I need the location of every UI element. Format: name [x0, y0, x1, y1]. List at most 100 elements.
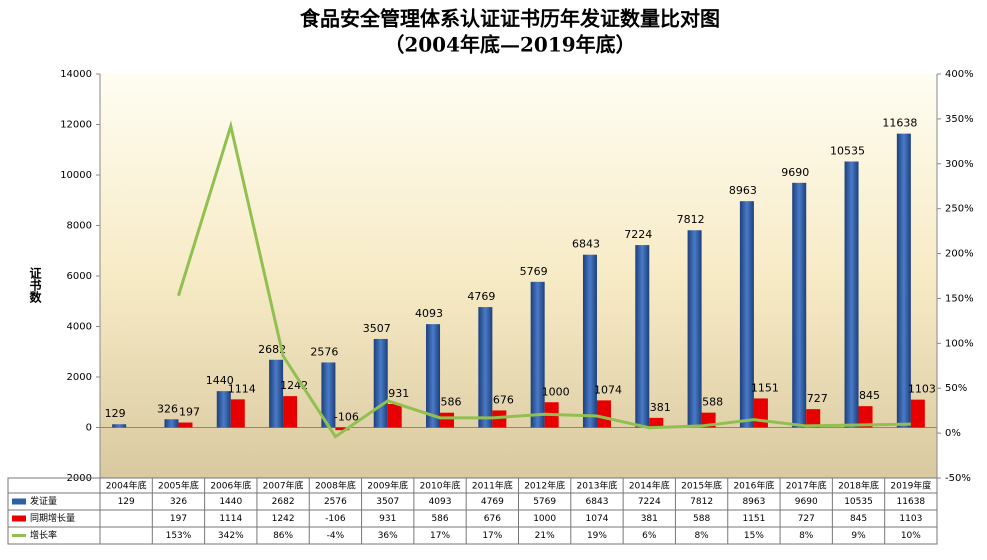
- table-cell: 4769: [481, 497, 504, 507]
- table-category: 2013年底: [577, 480, 618, 492]
- y2-tick-label: 200%: [945, 249, 974, 260]
- y-axis-label: 证书数: [28, 267, 42, 304]
- y-tick-label: 12000: [60, 120, 92, 131]
- table-cell: 86%: [273, 531, 293, 541]
- bar: [440, 412, 455, 428]
- bar: [649, 417, 664, 428]
- y2-tick-label: 100%: [945, 338, 974, 349]
- table-cell: 6843: [586, 497, 609, 507]
- y-tick-label: 8000: [67, 221, 92, 232]
- bar: [582, 254, 597, 428]
- bar-value-label: 129: [105, 407, 126, 420]
- bar: [792, 182, 807, 428]
- bar: [269, 359, 284, 428]
- bar-value-label: 8963: [729, 184, 757, 197]
- bar-value-label: 10535: [830, 144, 865, 157]
- table-cell: 8%: [799, 531, 814, 541]
- table-cell: 9690: [795, 497, 818, 507]
- bar-value-label: 7812: [677, 213, 705, 226]
- y2-tick-label: -50%: [945, 473, 971, 484]
- table-cell: 586: [431, 514, 448, 524]
- y-tick-label: 10000: [60, 170, 92, 181]
- bar-value-label: 2682: [258, 343, 286, 356]
- table-cell: 588: [693, 514, 710, 524]
- bar: [112, 424, 127, 428]
- table-cell: 5769: [533, 497, 556, 507]
- bar-value-label: 5769: [520, 265, 548, 278]
- table-cell: 8%: [694, 531, 709, 541]
- chart-title: 食品安全管理体系认证证书历年发证数量比对图: [300, 7, 720, 31]
- bar: [387, 403, 402, 428]
- bar-value-label: 727: [807, 392, 828, 405]
- bar: [753, 398, 768, 428]
- table-cell: 676: [484, 514, 501, 524]
- bar-value-label: 588: [702, 396, 723, 409]
- bar-value-label: 381: [650, 401, 671, 414]
- bar-value-label: 1151: [751, 381, 779, 394]
- bar-value-label: 931: [388, 387, 409, 400]
- bar: [321, 362, 336, 428]
- bar: [230, 399, 245, 428]
- legend-label: 增长率: [30, 529, 57, 541]
- table-cell: 1074: [586, 514, 609, 524]
- table-category: 2015年底: [681, 480, 722, 492]
- table-cell: 7224: [638, 497, 661, 507]
- table-category: 2007年底: [263, 480, 304, 492]
- table-cell: 9%: [851, 531, 866, 541]
- table-cell: -106: [325, 514, 346, 524]
- bar: [283, 396, 298, 428]
- table-cell: 1151: [742, 514, 765, 524]
- bar: [178, 422, 193, 428]
- table-cell: 10%: [901, 531, 921, 541]
- table-cell: 1103: [899, 514, 922, 524]
- table-cell: 129: [118, 497, 135, 507]
- bar: [635, 245, 650, 428]
- y2-tick-label: 250%: [945, 204, 974, 215]
- bar-value-label: 845: [859, 389, 880, 402]
- bar-value-label: 1103: [908, 383, 936, 396]
- table-cell: 7812: [690, 497, 713, 507]
- bar-value-label: 1074: [594, 383, 622, 396]
- table-category: 2010年底: [420, 480, 461, 492]
- table-cell: 4093: [429, 497, 452, 507]
- line-series: [177, 120, 911, 439]
- table-cell: 381: [641, 514, 658, 524]
- table-cell: 19%: [587, 531, 607, 541]
- bar-value-label: -106: [334, 411, 359, 424]
- bar-value-label: 1440: [206, 374, 234, 387]
- legend-label: 发证量: [30, 495, 57, 507]
- bar-value-label: 2576: [310, 345, 338, 358]
- bar: [739, 201, 754, 428]
- legend-label: 同期增长量: [30, 512, 75, 524]
- table-category: 2006年底: [210, 480, 251, 492]
- table-cell: 153%: [166, 531, 192, 541]
- bar: [858, 406, 873, 428]
- table-category: 2004年底: [106, 480, 147, 492]
- bar-value-label: 3507: [363, 322, 391, 335]
- bar-value-label: 11638: [882, 117, 917, 130]
- bar-value-label: 4769: [467, 290, 495, 303]
- table-cell: 3507: [376, 497, 399, 507]
- bar-value-label: 1114: [228, 382, 256, 395]
- table-cell: 1114: [219, 514, 242, 524]
- table-cell: 15%: [744, 531, 764, 541]
- bar-value-label: 586: [441, 396, 462, 409]
- table-category: 2011年底: [472, 480, 513, 492]
- y-tick-label: 4000: [67, 322, 92, 333]
- bar: [492, 410, 507, 428]
- legend-swatch: [12, 515, 26, 522]
- table-cell: 2576: [324, 497, 347, 507]
- table-cell: 727: [798, 514, 815, 524]
- bar: [164, 419, 179, 428]
- table-cell: 10535: [844, 497, 873, 507]
- table-cell: 931: [379, 514, 396, 524]
- bar-value-label: 1000: [542, 385, 570, 398]
- y2-tick-label: 150%: [945, 293, 974, 304]
- table-cell: 1000: [533, 514, 556, 524]
- bar-value-label: 676: [493, 393, 514, 406]
- table-cell: 1242: [272, 514, 295, 524]
- table-category: 2014年底: [629, 480, 670, 492]
- y-tick-label: 14000: [60, 69, 92, 80]
- bar: [426, 324, 441, 428]
